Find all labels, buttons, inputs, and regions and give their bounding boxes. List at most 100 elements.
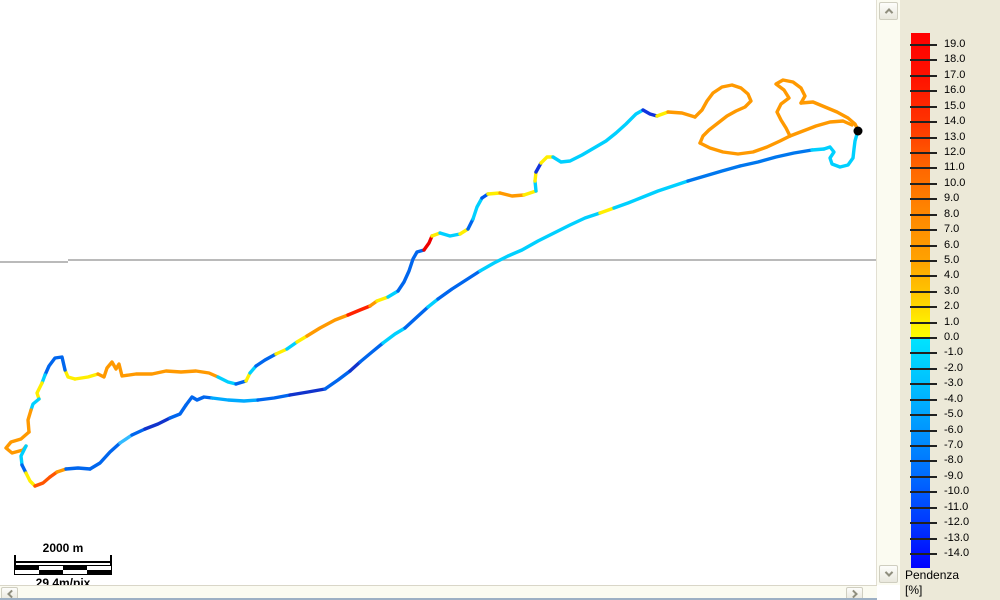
legend-tick-line (910, 290, 937, 293)
legend-tick-line (910, 506, 937, 509)
legend-tick-label: -7.0 (944, 439, 963, 452)
legend-tick-line (910, 352, 937, 355)
track-segment (33, 475, 52, 488)
track-segment (29, 397, 41, 412)
track-segment (346, 304, 372, 317)
scale-checker-cell (87, 570, 111, 574)
legend-tick-label: -5.0 (944, 408, 963, 421)
track-segment (305, 313, 350, 338)
track-segment (288, 387, 327, 397)
legend-tick-line (910, 136, 937, 139)
scale-bar: 2000 m 29.4m/pix (14, 541, 114, 585)
track-segment (24, 471, 37, 488)
track-segment (96, 360, 220, 379)
legend-tick-line (910, 460, 937, 463)
legend-tick-label: 14.0 (944, 115, 966, 128)
vertical-scrollbar[interactable] (877, 0, 900, 585)
legend-tick-label: -12.0 (944, 516, 970, 529)
track-plot (0, 78, 876, 488)
legend-tick-line (910, 398, 937, 401)
track-segment (234, 379, 248, 386)
track-segment (655, 110, 670, 118)
legend-tick-line (910, 105, 937, 108)
scroll-down-button[interactable] (879, 565, 898, 583)
legend-tick-label: -10.0 (944, 485, 970, 498)
scale-checker-cell (39, 570, 63, 574)
scale-resolution-label: 29.4m/pix (35, 576, 91, 585)
track-segment (436, 269, 482, 301)
legend-title: Pendenza [%] (905, 568, 959, 598)
chevron-left-icon (6, 589, 16, 598)
track-segment (143, 416, 172, 431)
track-segment (438, 231, 462, 238)
legend-tick-line (910, 337, 937, 340)
legend-tick-label: -13.0 (944, 531, 970, 544)
legend-tick-line (910, 414, 937, 417)
scale-checker-cell (87, 566, 111, 570)
track-segment (348, 360, 362, 373)
track-segment (285, 340, 299, 351)
track-segment (686, 164, 742, 183)
legend-tick-label: 4.0 (944, 269, 960, 282)
track-segment (693, 83, 753, 145)
legend-tick-line (910, 275, 937, 278)
scale-beam-line (14, 561, 112, 563)
scale-checker-bar (14, 565, 112, 575)
legend-tick-label: 3.0 (944, 284, 960, 297)
track-segment (386, 289, 400, 299)
track-segment (19, 444, 28, 467)
legend-tick-line (910, 321, 937, 324)
scale-checker-cell (63, 570, 87, 574)
track-segment (358, 341, 385, 364)
legend-tick-label: 17.0 (944, 68, 966, 81)
track-segment (799, 100, 860, 132)
legend-tick-line (910, 167, 937, 170)
chevron-up-icon (884, 8, 893, 17)
chevron-right-icon (848, 589, 858, 598)
track-segment (612, 179, 690, 210)
legend-tick-label: -9.0 (944, 469, 963, 482)
legend-tick-label: 5.0 (944, 253, 960, 266)
legend-tick-label: 16.0 (944, 84, 966, 97)
track-segment (486, 191, 502, 196)
legend-tick-line (910, 259, 937, 262)
legend-tick-line (910, 244, 937, 247)
legend-tick-line (910, 475, 937, 478)
track-segment (130, 427, 147, 437)
legend-tick-label: -14.0 (944, 547, 970, 559)
legend-tick-label: 13.0 (944, 130, 966, 143)
scale-beam-tick-right (110, 555, 112, 565)
track-segment (375, 295, 390, 303)
scale-checker-cell (63, 566, 87, 570)
legend-tick-label: -3.0 (944, 377, 963, 390)
scale-checker-cell (39, 566, 63, 570)
legend-tick-label: -8.0 (944, 454, 963, 467)
track-segment (774, 78, 807, 138)
track-segment (738, 148, 814, 168)
track-segment (63, 368, 77, 381)
track-segment (598, 206, 616, 215)
legend-tick-line (910, 445, 937, 448)
track-segment (256, 393, 292, 402)
legend-tick-label: 12.0 (944, 145, 966, 158)
track-segment (466, 217, 475, 231)
legend-tick-line (910, 74, 937, 77)
track-segment (168, 403, 188, 420)
track-segment (788, 119, 854, 138)
legend-tick-line (910, 306, 937, 309)
track-segment (426, 297, 440, 309)
legend-tick-label: -2.0 (944, 361, 963, 374)
track-segment (522, 189, 538, 197)
map-canvas[interactable]: 2000 m 29.4m/pix (0, 0, 877, 585)
legend-title-line1: Pendenza (905, 568, 960, 582)
legend-tick-line (910, 90, 937, 93)
legend-tick-label: 6.0 (944, 238, 960, 251)
slope-gradient-bar (911, 33, 930, 568)
scroll-up-button[interactable] (879, 2, 898, 20)
legend-title-line2: [%] (905, 583, 923, 597)
legend-tick-label: -11.0 (944, 500, 969, 513)
track-segment (118, 433, 134, 445)
scale-checker-cell (15, 566, 39, 570)
legend-tick-line (910, 537, 937, 540)
track-segment (323, 369, 352, 391)
